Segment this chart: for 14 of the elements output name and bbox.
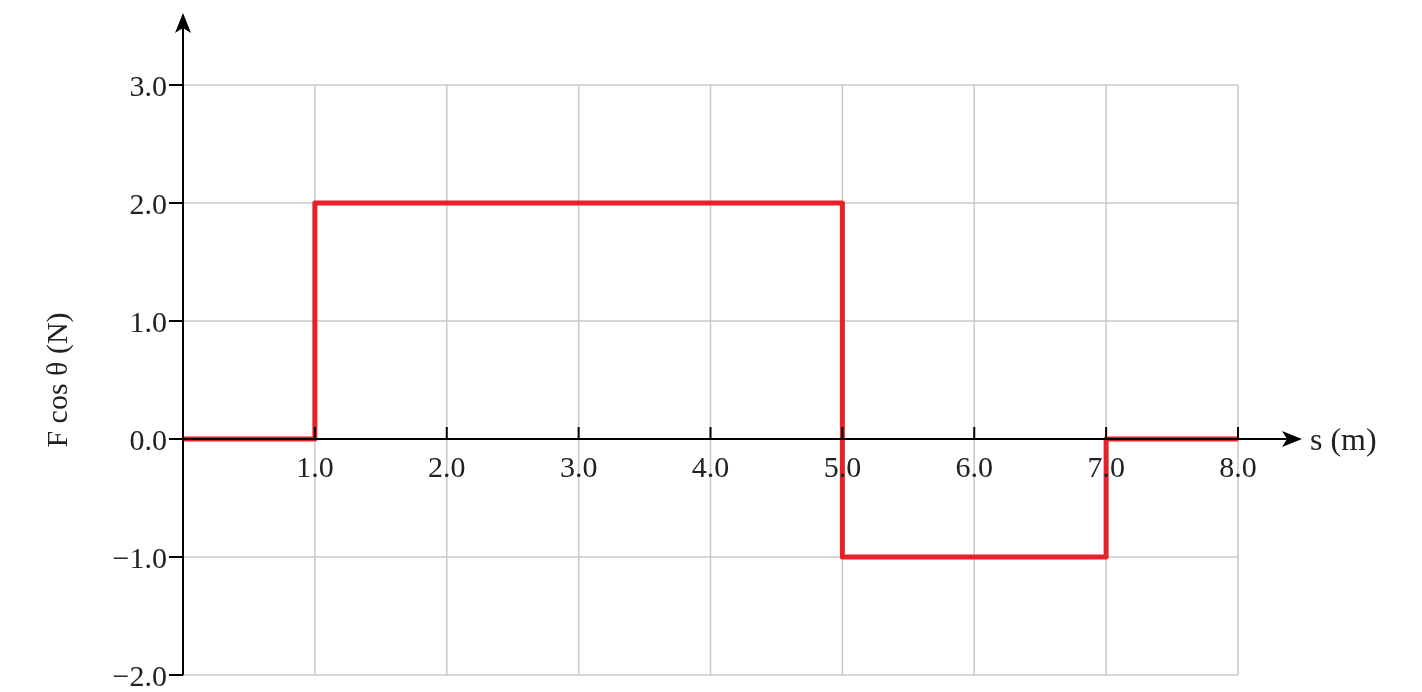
y-tick-label: 0.0 [129,422,167,456]
x-tick-label: 1.0 [296,450,334,483]
x-tick-label: 2.0 [428,450,466,483]
x-tick-label: 8.0 [1219,450,1257,483]
y-tick-label: −1.0 [112,540,167,574]
y-tick-label: 3.0 [129,68,167,102]
x-tick-label: 6.0 [955,450,993,483]
y-axis-title: F cos θ (N) [39,312,74,448]
x-tick-label: 4.0 [691,450,730,483]
y-tick-label: 2.0 [129,186,167,220]
x-axis-title: s (m) [1310,421,1377,457]
y-tick-label: −2.0 [112,658,167,692]
y-tick-label: 1.0 [129,304,167,338]
x-tick-label: 3.0 [559,450,598,483]
